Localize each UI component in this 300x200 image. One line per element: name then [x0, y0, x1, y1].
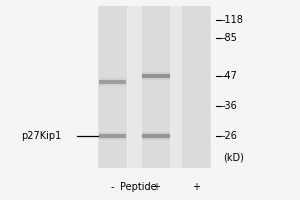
- Bar: [142, 134, 170, 138]
- Bar: [142, 6, 170, 168]
- Text: -26: -26: [222, 131, 238, 141]
- Bar: [142, 132, 170, 140]
- Bar: [142, 74, 170, 78]
- Bar: [99, 80, 126, 84]
- Text: p27Kip1: p27Kip1: [21, 131, 61, 141]
- Text: -85: -85: [222, 33, 238, 43]
- Text: -118: -118: [222, 15, 244, 25]
- Bar: [99, 132, 126, 140]
- Text: 1: 1: [110, 0, 116, 1]
- Bar: [99, 134, 126, 138]
- Text: Peptide: Peptide: [120, 182, 156, 192]
- Text: 3: 3: [194, 0, 200, 1]
- Text: -36: -36: [222, 101, 238, 111]
- Text: +: +: [152, 182, 160, 192]
- Text: -: -: [111, 182, 114, 192]
- Text: -47: -47: [222, 71, 238, 81]
- Bar: [142, 72, 170, 80]
- Text: 2: 2: [153, 0, 159, 1]
- Bar: [99, 78, 126, 86]
- Bar: [182, 6, 211, 168]
- Text: +: +: [193, 182, 200, 192]
- Bar: [98, 6, 127, 168]
- Text: (kD): (kD): [224, 153, 244, 163]
- Bar: [99, 6, 210, 168]
